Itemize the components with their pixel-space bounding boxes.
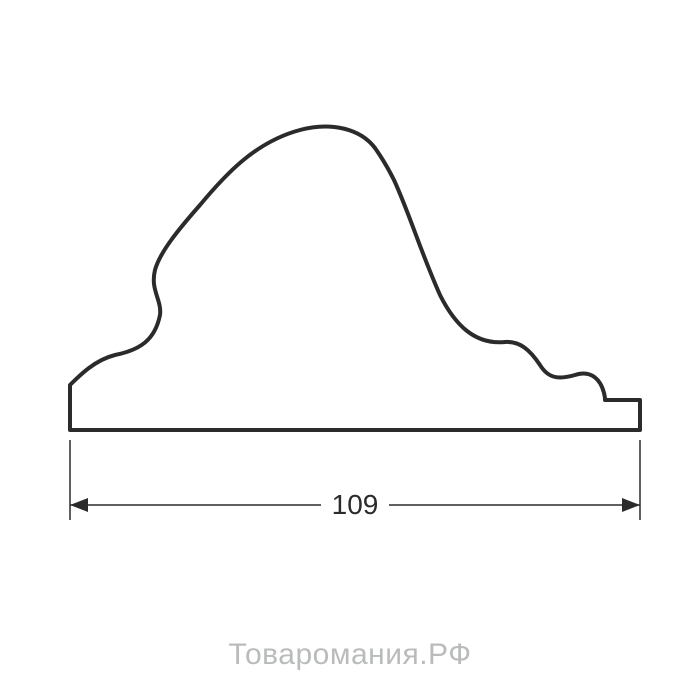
profile-shape [70,127,640,430]
dimension-label: 109 [332,489,379,521]
dimension-arrow-right [622,498,640,512]
dimension-arrow-left [70,498,88,512]
profile-diagram [0,0,700,700]
watermark-text: Товаромания.РФ [228,638,471,672]
